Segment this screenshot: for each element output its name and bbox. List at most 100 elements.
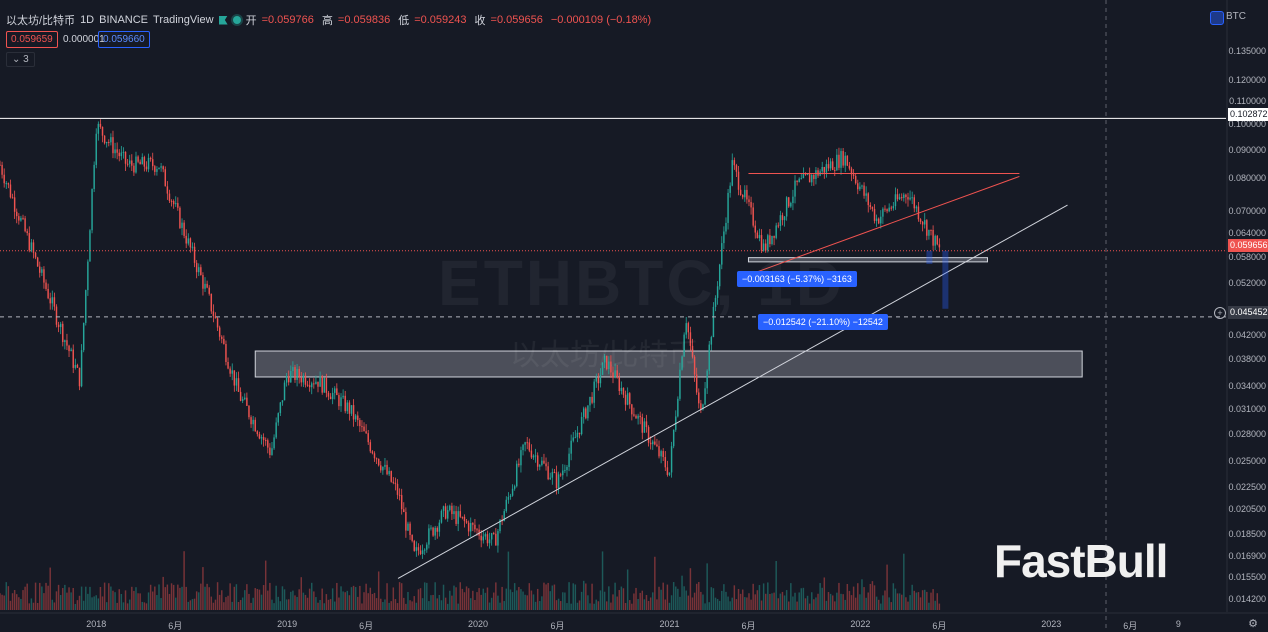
candle: [785, 196, 788, 221]
volume-bar: [716, 599, 719, 610]
volume-bar: [714, 597, 717, 610]
settings-gear-icon[interactable]: ⚙: [1248, 618, 1258, 630]
volume-bar: [292, 590, 294, 610]
volume-bar: [545, 584, 547, 610]
candle: [390, 470, 392, 483]
bid-price-button[interactable]: 0.059659: [6, 31, 58, 48]
volume-bar: [727, 596, 729, 610]
add-alert-plus-icon[interactable]: +: [1214, 307, 1226, 319]
candle: [649, 436, 652, 450]
volume-bar: [505, 588, 508, 610]
volume-bar: [1, 594, 3, 610]
volume-bar: [235, 584, 238, 610]
candle: [664, 451, 667, 471]
volume-bar: [388, 602, 390, 610]
price-tick-label: 0.028000: [1228, 428, 1266, 439]
measurement-label-2[interactable]: −0.012542 (−21.10%) −12542: [758, 314, 888, 330]
volume-bar: [340, 586, 342, 610]
candle: [497, 528, 499, 553]
candle: [59, 321, 62, 335]
volume-bar: [794, 592, 796, 610]
price-zone-2[interactable]: [747, 257, 988, 263]
volume-bar: [411, 601, 413, 610]
candle: [884, 205, 886, 212]
volume-bar: [382, 602, 384, 610]
volume-bar: [428, 601, 430, 610]
candle: [917, 201, 920, 222]
flag-icon[interactable]: [218, 15, 228, 25]
candle: [821, 161, 823, 175]
candle: [631, 403, 633, 421]
volume-bar: [831, 595, 834, 610]
candle: [248, 405, 250, 420]
measurement-range-1[interactable]: [926, 250, 933, 265]
candle: [164, 166, 167, 187]
ask-price-button[interactable]: 0.059660: [98, 31, 150, 48]
candle: [668, 472, 671, 477]
volume-bar: [294, 595, 296, 610]
measurement-range-2[interactable]: [942, 250, 949, 309]
volume-bar: [555, 600, 558, 610]
trendline-2[interactable]: [748, 175, 1020, 276]
price-zone-1[interactable]: [254, 350, 1083, 378]
indicators-toggle[interactable]: ⌄ 3: [6, 52, 35, 67]
interval-label[interactable]: 1D: [80, 14, 95, 26]
candle: [507, 492, 510, 504]
price-tick-label: 0.100000: [1228, 119, 1266, 130]
volume-bar: [158, 584, 160, 610]
candle: [426, 542, 428, 553]
volume-bar: [513, 583, 516, 610]
candle: [327, 391, 330, 401]
candle: [400, 488, 403, 515]
measurement-label-1[interactable]: −0.003163 (−5.37%) −3163: [737, 271, 857, 287]
volume-bar: [103, 582, 106, 610]
candle: [135, 151, 137, 174]
candle: [727, 188, 729, 230]
candle: [775, 222, 777, 240]
candle: [873, 204, 876, 224]
candle: [170, 199, 173, 207]
last-price-tag: 0.059656: [1228, 239, 1268, 252]
candle: [241, 396, 244, 404]
volume-bar: [133, 590, 135, 610]
volume-bar: [189, 600, 192, 610]
volume-bar: [905, 597, 907, 610]
trendline-3[interactable]: [397, 204, 1068, 579]
candle: [126, 159, 129, 167]
volume-bar: [258, 589, 261, 610]
candle: [601, 362, 604, 376]
volume-bar: [461, 588, 464, 610]
volume-bar: [511, 592, 514, 610]
volume-bar: [467, 588, 470, 610]
volume-bar: [193, 598, 196, 610]
candle: [484, 532, 487, 540]
volume-bar: [296, 596, 298, 610]
volume-bar: [591, 583, 593, 610]
volume-bar: [384, 599, 386, 610]
currency-switch-icon[interactable]: [1210, 11, 1224, 25]
volume-bar: [476, 592, 478, 610]
volume-bar: [790, 583, 792, 610]
volume-bar: [122, 602, 125, 610]
volume-bar: [225, 597, 227, 610]
candle: [434, 525, 436, 540]
candle: [354, 413, 357, 422]
volume-bar: [668, 602, 671, 610]
candle: [526, 437, 528, 450]
market-status-icon: [232, 16, 241, 24]
symbol-name[interactable]: 以太坊/比特币: [6, 15, 76, 27]
candle: [572, 431, 574, 443]
candle: [848, 161, 851, 171]
volume-bar: [128, 599, 131, 610]
volume-bar: [928, 602, 930, 610]
candle: [329, 393, 332, 400]
candle: [666, 460, 669, 477]
candle: [411, 534, 413, 543]
candle: [461, 516, 464, 520]
volume-bar: [622, 588, 625, 610]
volume-bar: [0, 593, 1, 610]
price-tick-label: 0.031000: [1228, 403, 1266, 414]
candle: [18, 213, 20, 225]
